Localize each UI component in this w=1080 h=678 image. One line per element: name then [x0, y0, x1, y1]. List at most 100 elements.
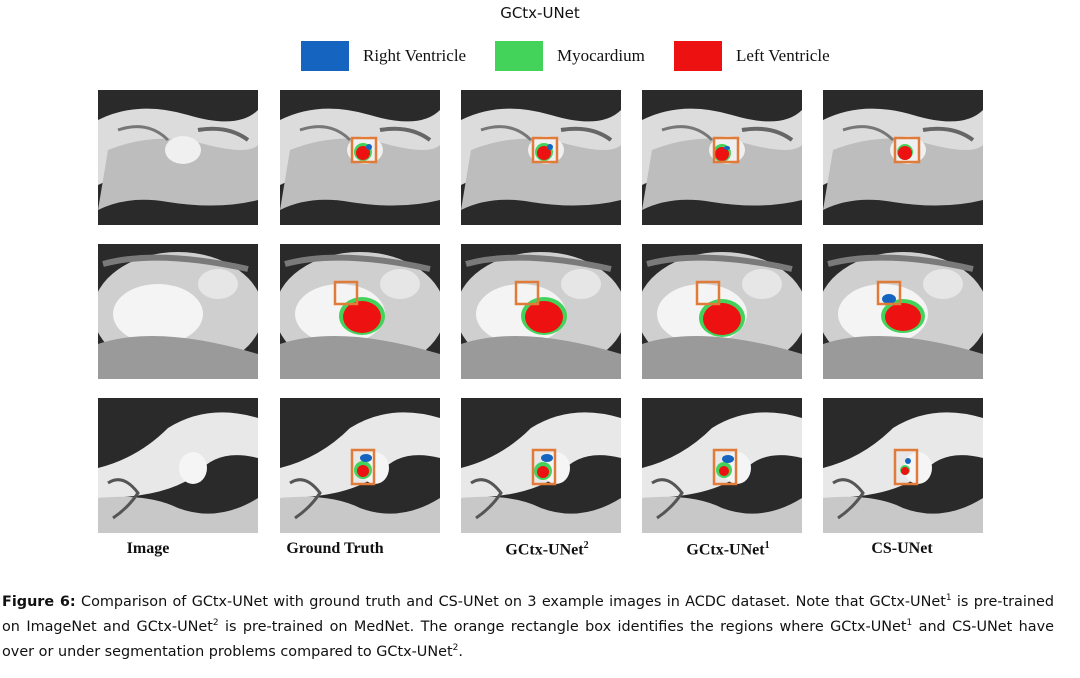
tissue-shape	[642, 336, 802, 379]
mri-image	[98, 398, 258, 533]
legend-item-left-ventricle: Left Ventricle	[674, 40, 830, 72]
left-ventricle-mask	[537, 466, 549, 478]
mri-panel	[823, 244, 983, 379]
column-label-cs-unet: CS-UNet	[871, 540, 933, 557]
tissue-shape	[289, 478, 322, 520]
mri-panel	[280, 244, 440, 379]
tissue-shape	[642, 496, 802, 533]
orange-highlight-box	[695, 280, 721, 306]
left-ventricle-mask	[719, 466, 729, 476]
mri-panel	[461, 244, 621, 379]
left-ventricle-mask	[898, 146, 912, 160]
left-ventricle-mask	[356, 146, 370, 160]
tissue-shape	[823, 412, 983, 498]
tissue-shape	[98, 138, 258, 210]
tissue-shape	[461, 496, 621, 533]
tissue-shape	[470, 478, 503, 520]
tissue-shape	[461, 336, 621, 379]
mri-panel	[642, 398, 802, 533]
mri-image	[98, 90, 258, 225]
orange-highlight-box	[350, 448, 376, 486]
tissue-shape	[823, 336, 983, 379]
column-label-gctx-unet-2: GCtx-UNet2	[505, 540, 589, 559]
mri-panel	[642, 244, 802, 379]
tissue-shape	[642, 138, 802, 210]
mri-image	[280, 90, 440, 225]
right-ventricle-mask	[722, 455, 734, 463]
tissue-shape	[561, 269, 601, 299]
orange-highlight-box	[531, 448, 557, 486]
mri-panel	[461, 398, 621, 533]
column-label-ground-truth: Ground Truth	[286, 540, 384, 557]
tissue-shape	[299, 125, 352, 142]
tissue-shape	[461, 412, 621, 498]
right-ventricle-mask	[905, 458, 911, 464]
mri-panel	[642, 90, 802, 225]
left-ventricle-mask	[901, 467, 909, 475]
tissue-shape	[823, 138, 983, 210]
mri-image	[642, 398, 802, 533]
mri-panel	[823, 398, 983, 533]
right-ventricle-mask	[724, 146, 730, 150]
left-ventricle-mask	[885, 303, 921, 331]
tissue-shape	[827, 254, 974, 272]
mri-image	[461, 398, 621, 533]
orange-highlight-box	[712, 136, 740, 164]
right-ventricle-mask	[882, 294, 896, 304]
tissue-shape	[198, 269, 238, 299]
tissue-shape	[280, 412, 440, 498]
tissue-shape	[280, 336, 440, 379]
mri-image	[642, 244, 802, 379]
right-ventricle-mask	[366, 144, 372, 150]
tissue-shape	[165, 136, 201, 164]
column-label-image: Image	[126, 540, 170, 557]
orange-highlight-box	[876, 280, 902, 306]
legend-label: Left Ventricle	[736, 46, 830, 65]
tissue-shape	[179, 452, 207, 484]
mri-image	[642, 90, 802, 225]
tissue-shape	[480, 125, 533, 142]
tissue-shape	[284, 254, 431, 272]
caption-label: Figure 6:	[2, 593, 76, 610]
tissue-shape	[823, 496, 983, 533]
legend: Right Ventricle Myocardium Left Ventricl…	[0, 40, 1080, 72]
mri-image	[280, 244, 440, 379]
tissue-shape	[661, 125, 714, 142]
mri-image	[280, 398, 440, 533]
orange-highlight-box	[893, 136, 921, 164]
mri-panel	[98, 90, 258, 225]
orange-highlight-box	[514, 280, 540, 306]
legend-item-right-ventricle: Right Ventricle	[301, 40, 466, 72]
tissue-shape	[646, 254, 793, 272]
mri-image	[98, 244, 258, 379]
mri-image	[823, 90, 983, 225]
tissue-shape	[560, 126, 613, 142]
legend-label: Myocardium	[557, 46, 645, 65]
figure-header-title: GCtx-UNet	[500, 4, 580, 22]
mri-panel	[823, 90, 983, 225]
left-ventricle-mask	[357, 465, 369, 477]
tissue-shape	[117, 125, 170, 142]
tissue-shape	[280, 496, 440, 533]
tissue-shape	[461, 138, 621, 210]
figure-caption: Figure 6: Comparison of GCtx-UNet with g…	[2, 593, 1054, 660]
legend-swatch-myocardium	[495, 41, 543, 71]
column-label-gctx-unet-1: GCtx-UNet1	[686, 540, 770, 559]
legend-label: Right Ventricle	[363, 46, 467, 65]
left-ventricle-mask	[525, 301, 563, 333]
orange-highlight-box	[893, 448, 919, 486]
left-ventricle-mask	[343, 301, 381, 333]
tissue-shape	[741, 126, 794, 142]
left-ventricle-mask	[703, 303, 741, 335]
mri-panel	[280, 398, 440, 533]
tissue-shape	[922, 126, 975, 142]
tissue-shape	[923, 269, 963, 299]
tissue-shape	[842, 125, 895, 142]
legend-item-myocardium: Myocardium	[495, 40, 645, 72]
mri-image	[461, 244, 621, 379]
legend-swatch-left-ventricle	[674, 41, 722, 71]
mri-panel	[98, 244, 258, 379]
tissue-shape	[98, 496, 258, 533]
tissue-shape	[465, 254, 612, 272]
mri-image	[823, 398, 983, 533]
